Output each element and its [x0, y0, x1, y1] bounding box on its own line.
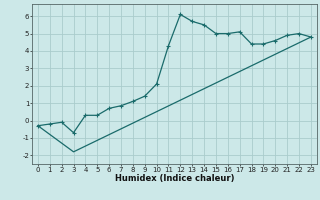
X-axis label: Humidex (Indice chaleur): Humidex (Indice chaleur) [115, 174, 234, 183]
